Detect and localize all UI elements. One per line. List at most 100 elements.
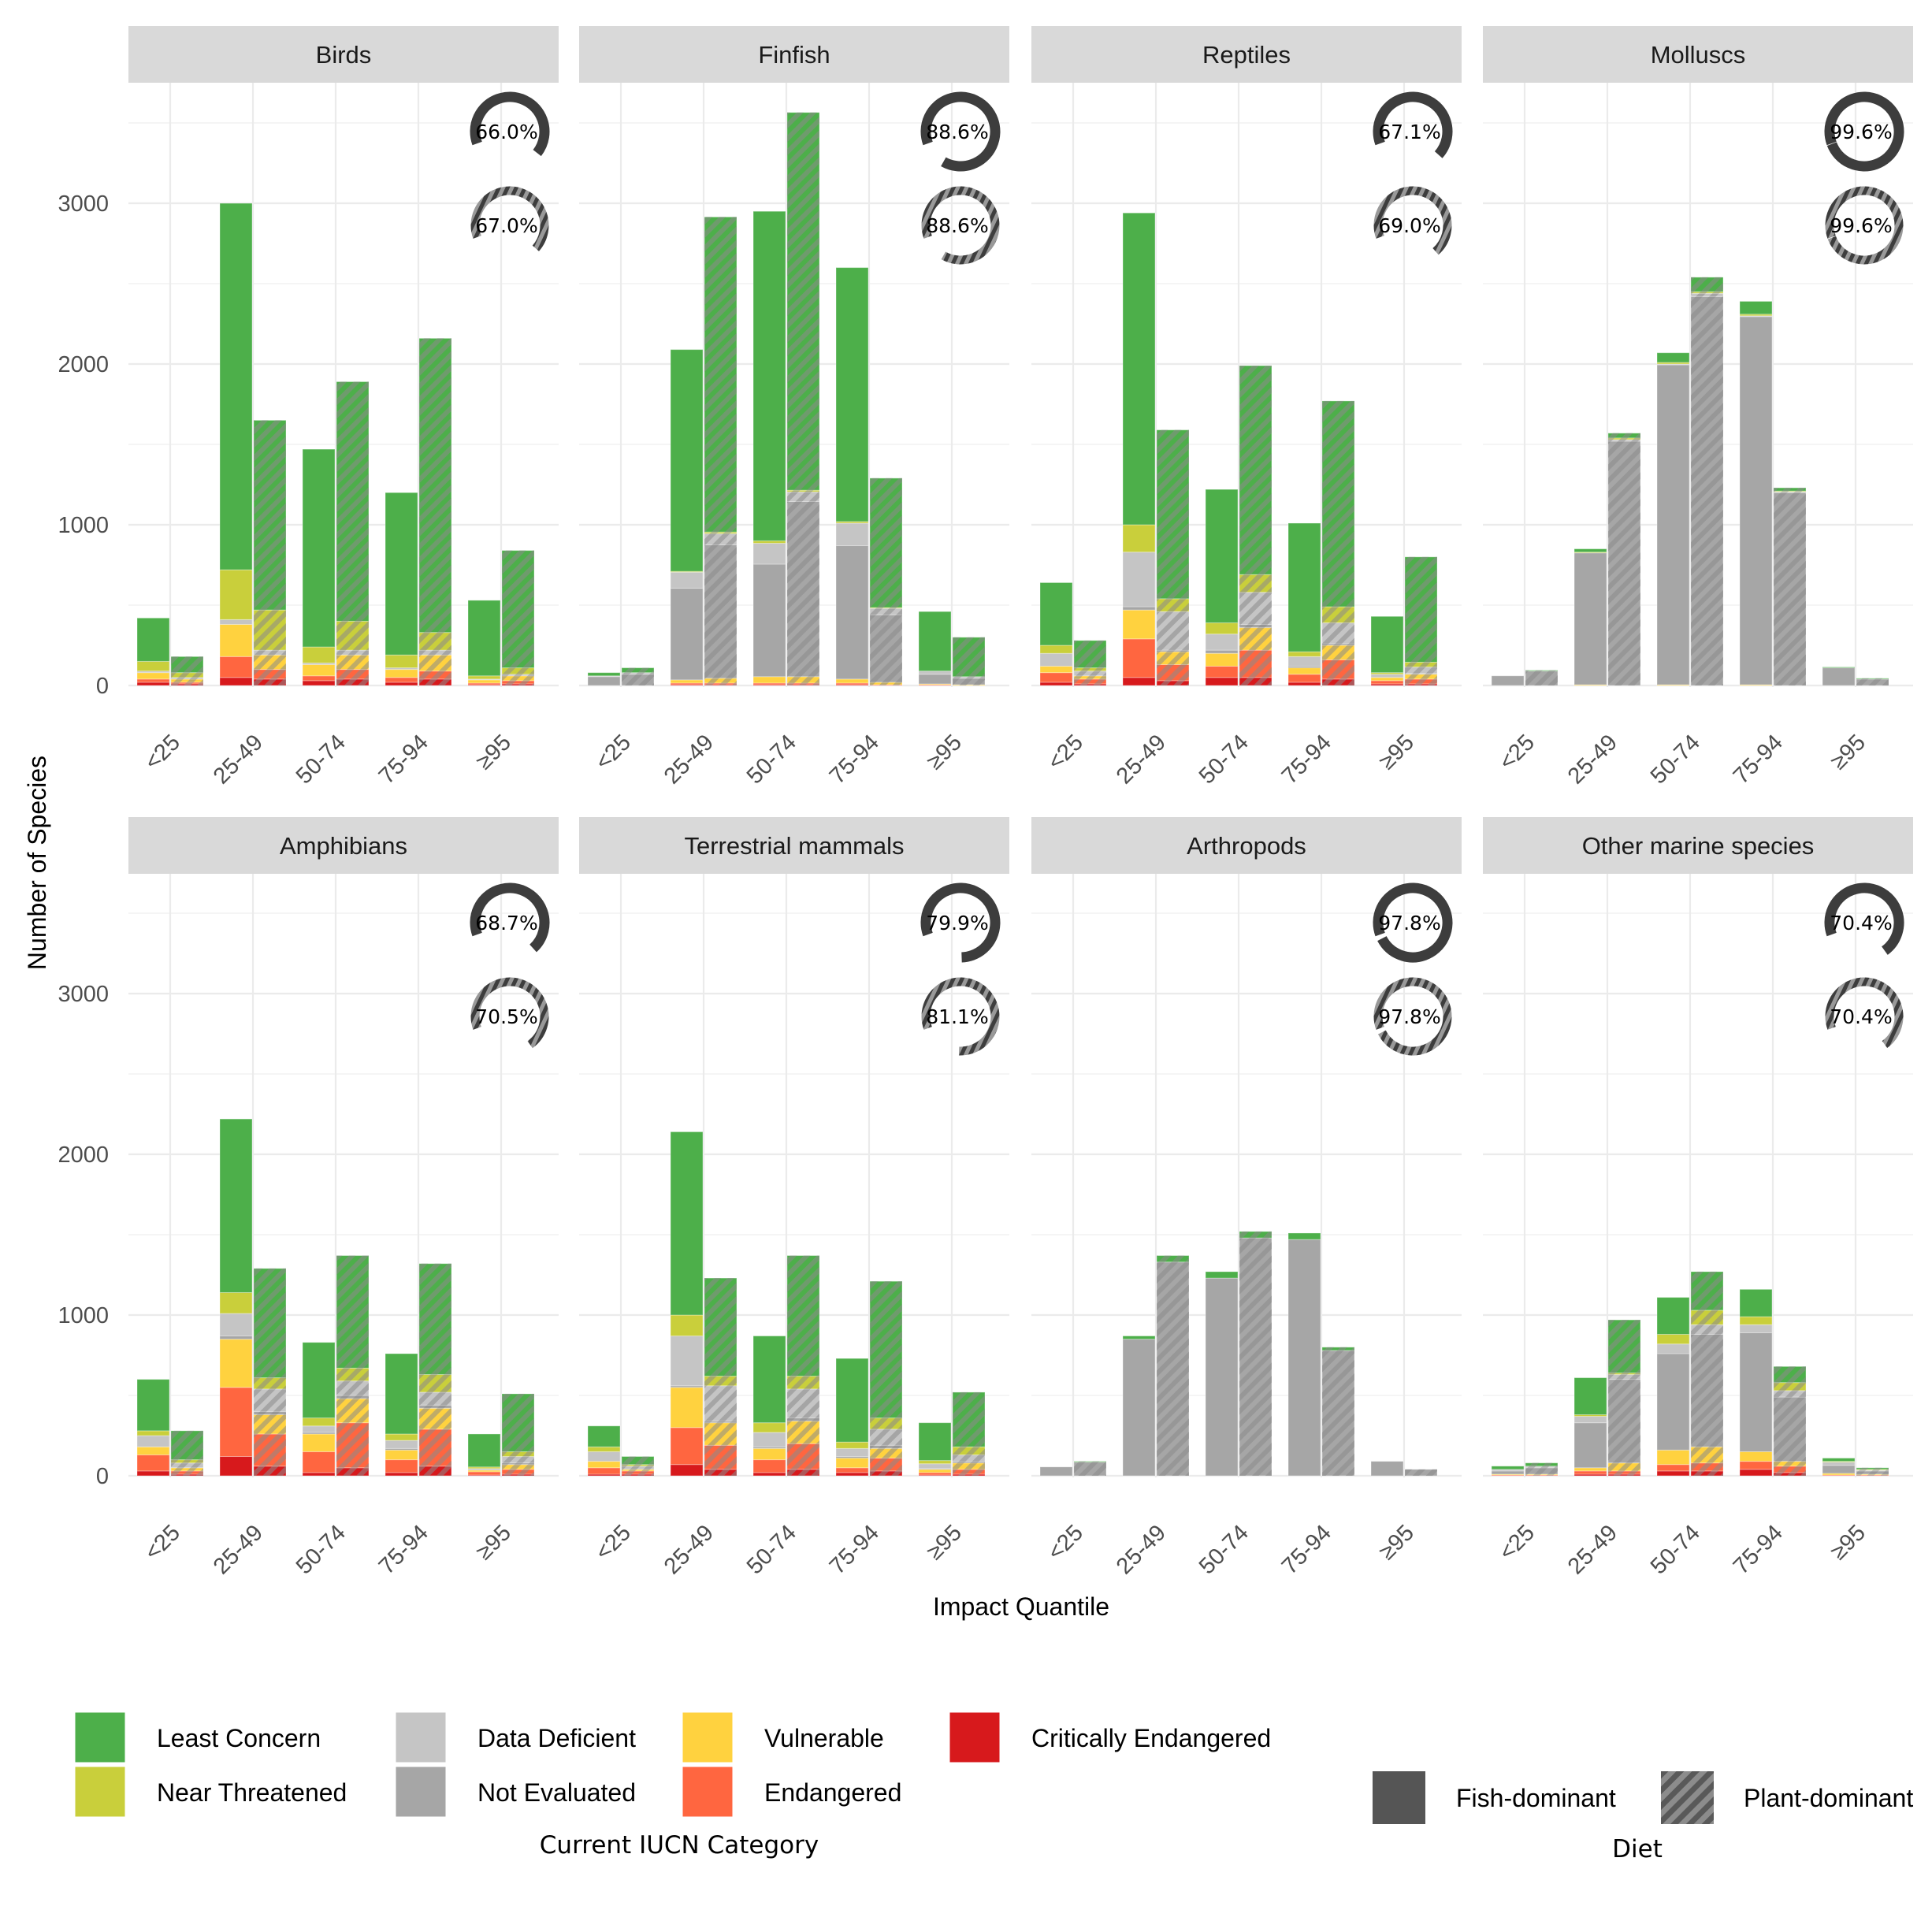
stripe-overlay — [171, 678, 203, 682]
donut-arc — [920, 882, 1001, 963]
bar-segment-EN — [1039, 672, 1073, 683]
x-tick-label: ≥95 — [1826, 1520, 1871, 1565]
plant-bar-25-49 — [1607, 433, 1641, 686]
fish-bar-75-94 — [385, 492, 418, 686]
stripe-overlay — [336, 655, 369, 670]
fish-bar-≥95 — [467, 1433, 501, 1477]
fish-bar-50-74 — [1656, 1297, 1690, 1477]
stripe-overlay — [254, 655, 286, 670]
bar-segment-VU — [752, 1447, 786, 1461]
bar-segment-EN — [136, 1454, 170, 1472]
plant-bar-<25 — [170, 1430, 204, 1477]
stripe-overlay — [1691, 1325, 1723, 1335]
bar-segment-DD — [219, 1313, 253, 1337]
stripe-overlay — [622, 667, 654, 673]
fish-bar-<25 — [587, 672, 621, 686]
stripe-overlay — [502, 1393, 534, 1452]
stripe-overlay — [1691, 293, 1723, 297]
y-tick-label: 0 — [96, 1464, 109, 1489]
legend-item-EN: Endangered — [682, 1766, 901, 1818]
plant-bar-<25 — [1525, 1462, 1559, 1477]
legend-key — [682, 1711, 734, 1763]
legend-item-DD: Data Deficient — [395, 1711, 636, 1763]
plant-bar-50-74 — [1690, 1271, 1724, 1477]
stripe-overlay — [704, 1421, 737, 1423]
stripe-overlay — [787, 1469, 819, 1476]
facet-reptiles: Reptiles <25 25-49 50-74 75-94 ≥95 67.1% 69.0% — [1031, 26, 1462, 789]
plant-bar-<25 — [1073, 1461, 1107, 1477]
stripe-overlay — [1405, 683, 1437, 685]
stripe-overlay — [1608, 1473, 1640, 1476]
stripe-overlay — [870, 682, 902, 685]
bar-segment-NT — [1287, 651, 1321, 657]
stripe-overlay — [1774, 1461, 1806, 1466]
stripe-overlay — [1322, 607, 1354, 623]
stripe-overlay — [622, 1473, 654, 1476]
stripe-overlay — [1322, 659, 1354, 679]
stripe-overlay — [254, 1411, 286, 1415]
fish-bar-<25 — [1491, 1466, 1525, 1477]
stripe-overlay — [171, 1467, 203, 1471]
stripe-overlay — [419, 1391, 451, 1406]
donut-fish: 97.8% — [1373, 882, 1453, 963]
donut-arc — [1373, 977, 1452, 1056]
fish-bar-≥95 — [467, 600, 501, 686]
stripe-overlay — [953, 1391, 985, 1447]
facet-strip — [579, 817, 1009, 874]
plant-bar-75-94 — [418, 337, 452, 686]
stripe-overlay — [870, 1281, 902, 1418]
stripe-overlay — [1405, 662, 1437, 667]
bar-segment-LC — [219, 1118, 253, 1293]
fish-bar-75-94 — [1739, 300, 1773, 686]
stripe-overlay — [1074, 683, 1106, 685]
stripe-overlay — [1239, 624, 1272, 628]
donut-arc — [470, 186, 549, 265]
facet-title: Reptiles — [1202, 41, 1291, 69]
bar-segment-EN — [670, 1427, 704, 1466]
stripe-overlay — [419, 632, 451, 651]
facet-panels: Birds <25 25-49 50-74 75-94 ≥95 0 1000 2000 3000 6… — [58, 26, 1913, 1579]
plant-bar-75-94 — [869, 477, 903, 686]
stripe-overlay — [1691, 1271, 1723, 1310]
fish-bar-50-74 — [1205, 1271, 1239, 1477]
stripe-overlay — [787, 1255, 819, 1377]
plant-bar-50-74 — [1690, 277, 1724, 686]
stripe-overlay — [787, 1388, 819, 1418]
facet-molluscs: Molluscs <25 25-49 50-74 75-94 ≥95 99.6% 99.6% — [1483, 26, 1913, 789]
bar-segment-LC — [302, 1342, 336, 1419]
stripe-overlay — [870, 1417, 902, 1429]
stripe-overlay — [1405, 674, 1437, 679]
stripe-overlay — [419, 650, 451, 656]
donut-arc — [1824, 882, 1904, 963]
bar-segment-VU — [219, 623, 253, 657]
stripe-overlay — [1691, 1447, 1723, 1463]
x-tick-label: 50-74 — [742, 1520, 801, 1579]
donut-plant: 70.4% — [1825, 977, 1904, 1056]
bar-segment-EN — [1656, 1464, 1690, 1472]
stripe-overlay — [171, 682, 203, 684]
legend-key — [682, 1766, 734, 1818]
plant-bar-75-94 — [869, 1280, 903, 1477]
legend-key — [74, 1766, 126, 1818]
donut-arc — [470, 977, 549, 1056]
stripe-overlay — [1608, 440, 1640, 685]
bars — [587, 1131, 986, 1477]
fish-bar-50-74 — [752, 210, 786, 686]
stripe-overlay — [254, 1414, 286, 1434]
bar-segment-LC — [219, 202, 253, 570]
bar-segment-DD — [1573, 1416, 1607, 1424]
x-tick-label: 25-49 — [659, 730, 719, 789]
stripe-overlay — [1405, 556, 1437, 663]
stripe-overlay — [1322, 645, 1354, 660]
fish-bar-<25 — [1039, 581, 1073, 686]
stripe-overlay — [1608, 1470, 1640, 1474]
stripe-overlay — [419, 1466, 451, 1476]
stripe-overlay — [419, 1408, 451, 1429]
bar-segment-DD — [1287, 656, 1321, 667]
bar-segment-LC — [1039, 581, 1073, 646]
bar-segment-LC — [1122, 1336, 1156, 1340]
stripe-overlay — [953, 1461, 985, 1463]
fish-bar-25-49 — [1573, 548, 1607, 686]
bar-segment-NE — [1370, 1461, 1404, 1477]
bar-segment-DD — [670, 571, 704, 589]
